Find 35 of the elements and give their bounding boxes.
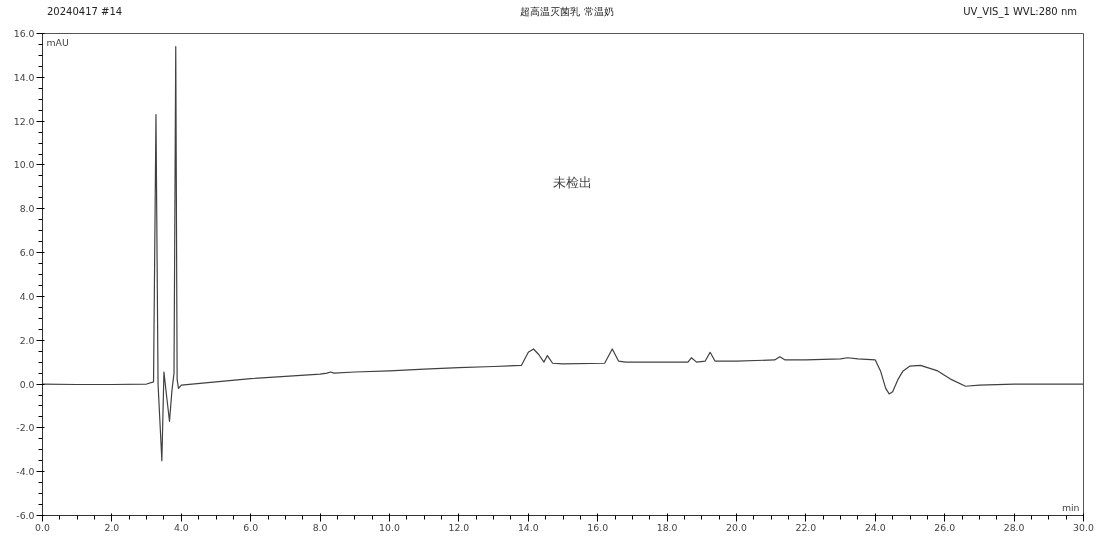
line-series bbox=[42, 46, 1084, 462]
x-tick-label: 12.0 bbox=[448, 521, 470, 533]
y-axis-title: mAU bbox=[46, 36, 69, 48]
x-tick-label: 30.0 bbox=[1073, 521, 1094, 533]
x-tick-label: 18.0 bbox=[656, 521, 678, 533]
x-tick-label: 24.0 bbox=[864, 521, 886, 533]
x-tick-label: 28.0 bbox=[1003, 521, 1025, 533]
y-tick-label: -4.0 bbox=[16, 466, 35, 478]
x-tick-label: 8.0 bbox=[312, 521, 328, 533]
y-tick-label: 16.0 bbox=[13, 28, 35, 39]
x-tick-label: 4.0 bbox=[173, 521, 189, 533]
y-tick-label: 14.0 bbox=[13, 71, 35, 83]
x-tick-label: 26.0 bbox=[934, 521, 956, 533]
y-tick-label: -6.0 bbox=[16, 510, 35, 521]
x-tick-label: 14.0 bbox=[517, 521, 539, 533]
x-tick-label: 16.0 bbox=[587, 521, 609, 533]
x-tick-label: 2.0 bbox=[104, 521, 120, 533]
y-tick-label: -2.0 bbox=[16, 422, 35, 434]
y-tick-label: 8.0 bbox=[19, 203, 35, 215]
x-tick-label: 6.0 bbox=[243, 521, 259, 533]
y-tick-label: 10.0 bbox=[13, 159, 35, 171]
y-tick-label: 0.0 bbox=[19, 378, 35, 390]
y-tick-label: 12.0 bbox=[13, 115, 35, 127]
x-axis-title: min bbox=[1061, 501, 1080, 513]
x-tick-label: 10.0 bbox=[379, 521, 400, 533]
text: 20240417 #14 bbox=[47, 5, 123, 19]
x-tick-label: 0.0 bbox=[35, 521, 50, 533]
chart-title: 超高温灭菌乳 常温奶 bbox=[520, 5, 614, 19]
y-tick-label: 2.0 bbox=[19, 334, 35, 346]
x-tick-label: 22.0 bbox=[795, 521, 817, 533]
y-tick-label: 6.0 bbox=[19, 247, 35, 259]
text: UV_VIS_1 WVL:280 nm bbox=[963, 5, 1077, 20]
annotation: 未检出 bbox=[552, 175, 592, 191]
x-tick-label: 20.0 bbox=[726, 521, 747, 533]
y-tick-label: 4.0 bbox=[19, 290, 35, 302]
